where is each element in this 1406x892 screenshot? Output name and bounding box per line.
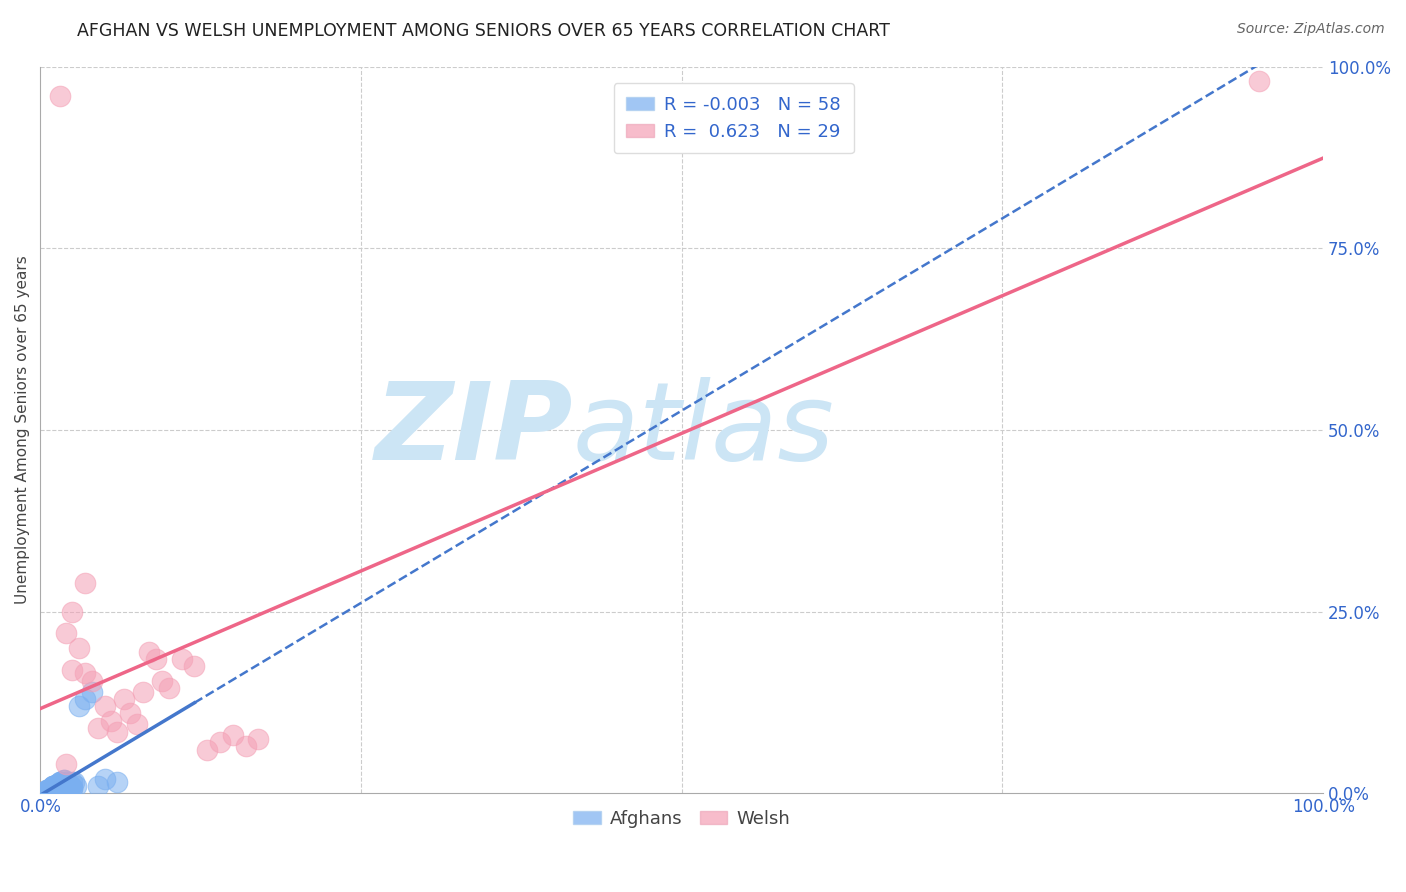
Point <box>49 779 72 793</box>
Point <box>42 782 65 797</box>
Point <box>48 780 70 795</box>
Point <box>48 775 70 789</box>
Point <box>125 717 148 731</box>
Point <box>45 778 67 792</box>
Point <box>55 775 77 789</box>
Point <box>208 735 231 749</box>
Point <box>42 779 65 793</box>
Point <box>62 775 84 789</box>
Point <box>195 743 218 757</box>
Point <box>45 778 67 792</box>
Point <box>132 684 155 698</box>
Point <box>93 699 115 714</box>
Point <box>247 731 270 746</box>
Point <box>183 659 205 673</box>
Point <box>52 778 75 792</box>
Point <box>45 779 67 793</box>
Point <box>35 782 58 797</box>
Point <box>42 779 65 793</box>
Point <box>112 691 135 706</box>
Point <box>39 780 62 795</box>
Point <box>45 778 67 792</box>
Point <box>52 779 75 793</box>
Text: AFGHAN VS WELSH UNEMPLOYMENT AMONG SENIORS OVER 65 YEARS CORRELATION CHART: AFGHAN VS WELSH UNEMPLOYMENT AMONG SENIO… <box>77 22 890 40</box>
Point <box>58 778 80 792</box>
Point <box>75 575 97 590</box>
Text: ZIP: ZIP <box>374 377 572 483</box>
Point <box>105 724 128 739</box>
Point <box>58 778 80 792</box>
Point <box>52 773 75 788</box>
Point <box>80 684 103 698</box>
Point <box>35 782 58 797</box>
Text: atlas: atlas <box>572 377 835 483</box>
Point <box>222 728 245 742</box>
Point <box>39 782 62 797</box>
Point <box>48 775 70 789</box>
Point <box>42 782 65 797</box>
Point <box>55 779 77 793</box>
Point <box>67 640 90 655</box>
Point <box>120 706 142 721</box>
Point <box>55 778 77 792</box>
Point <box>45 778 67 792</box>
Point <box>235 739 257 753</box>
Point <box>75 691 97 706</box>
Point <box>42 780 65 795</box>
Point <box>52 773 75 788</box>
Point <box>93 772 115 786</box>
Point <box>39 780 62 795</box>
Point <box>65 779 87 793</box>
Point <box>170 652 193 666</box>
Point <box>58 778 80 792</box>
Point <box>55 626 77 640</box>
Point <box>100 714 122 728</box>
Point <box>49 778 72 792</box>
Point <box>145 652 167 666</box>
Point <box>157 681 180 695</box>
Point <box>48 775 70 789</box>
Point <box>55 757 77 772</box>
Point <box>55 779 77 793</box>
Point <box>87 721 110 735</box>
Legend: Afghans, Welsh: Afghans, Welsh <box>567 803 797 835</box>
Point <box>58 779 80 793</box>
Point <box>75 666 97 681</box>
Point <box>48 780 70 795</box>
Point <box>35 782 58 797</box>
Point <box>42 779 65 793</box>
Point <box>138 645 160 659</box>
Point <box>55 779 77 793</box>
Point <box>42 779 65 793</box>
Text: Source: ZipAtlas.com: Source: ZipAtlas.com <box>1237 22 1385 37</box>
Point <box>45 780 67 795</box>
Point <box>62 605 84 619</box>
Point <box>105 775 128 789</box>
Point <box>52 779 75 793</box>
Point <box>67 699 90 714</box>
Point <box>62 780 84 795</box>
Point <box>39 780 62 795</box>
Point <box>60 779 83 793</box>
Point <box>62 775 84 789</box>
Point <box>35 782 58 797</box>
Point <box>48 779 70 793</box>
Point <box>80 673 103 688</box>
Point <box>39 780 62 795</box>
Point <box>58 778 80 792</box>
Point <box>62 663 84 677</box>
Point <box>55 775 77 789</box>
Point <box>1247 74 1270 88</box>
Point <box>62 780 84 795</box>
Point <box>87 779 110 793</box>
Point <box>150 673 173 688</box>
Y-axis label: Unemployment Among Seniors over 65 years: Unemployment Among Seniors over 65 years <box>15 256 30 605</box>
Point <box>48 88 70 103</box>
